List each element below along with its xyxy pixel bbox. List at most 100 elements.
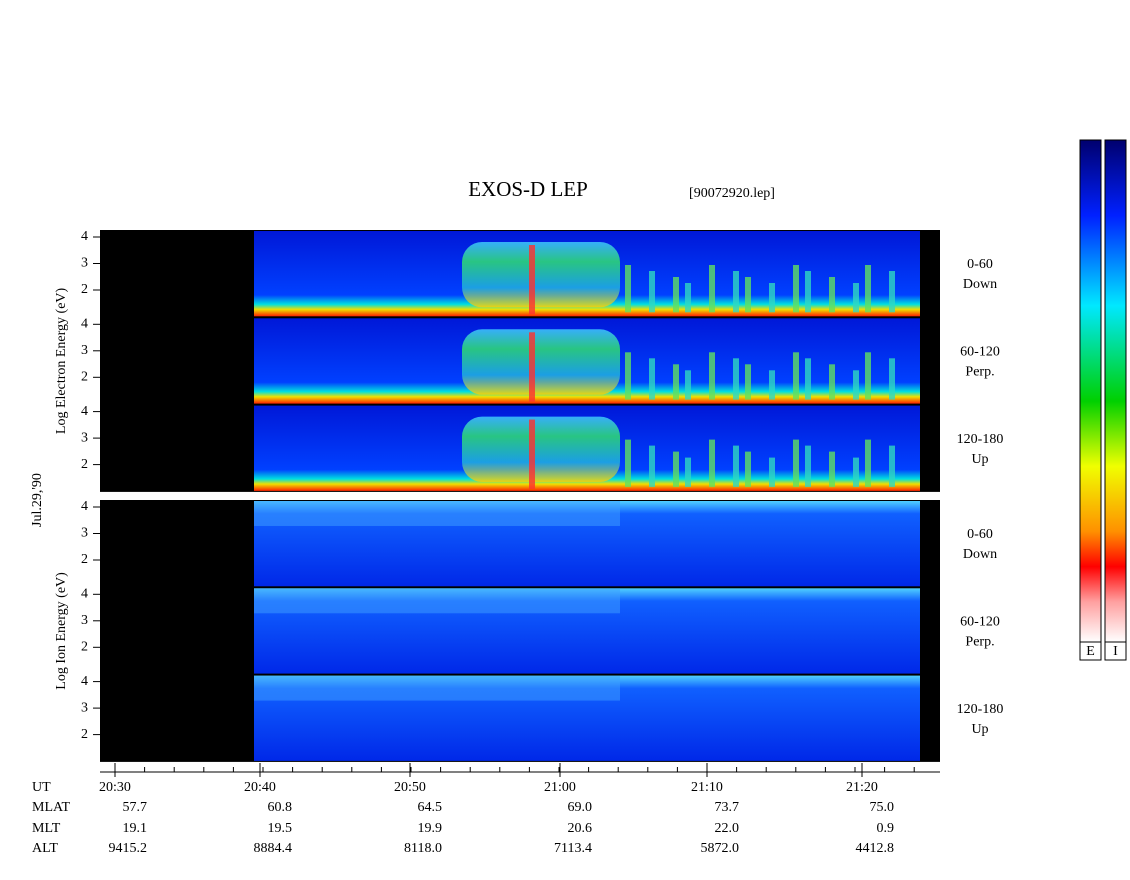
ephemeris-value: 5872.0 <box>701 841 740 856</box>
y-tick-label: 3 <box>81 256 88 271</box>
panel-range: 0-60 <box>967 257 993 272</box>
color-bar <box>1104 139 1127 643</box>
spectrogram-feature <box>829 277 835 313</box>
ephemeris-value: 57.7 <box>123 800 148 815</box>
row-label: ALT <box>32 841 58 856</box>
date-label: Jul.29,'90 <box>30 473 45 527</box>
time-label: 21:20 <box>846 780 878 795</box>
spectrogram-feature <box>462 242 620 308</box>
y-tick-label: 4 <box>81 587 88 602</box>
spectrogram-feature <box>625 439 631 487</box>
spectrogram-feature <box>733 271 739 313</box>
y-tick-label: 3 <box>81 430 88 445</box>
spectrogram-feature <box>685 457 691 487</box>
spectrogram-feature <box>733 358 739 400</box>
spectrogram-feature <box>673 451 679 487</box>
ephemeris-value: 4412.8 <box>856 841 895 856</box>
panel-direction: Down <box>963 277 997 292</box>
spectrogram-feature <box>529 245 535 315</box>
panel-direction: Down <box>963 547 997 562</box>
title: EXOS-D LEP <box>468 177 588 201</box>
spectrogram-feature <box>865 352 871 400</box>
spectrogram-feature <box>709 439 715 487</box>
y-tick-label: 2 <box>81 552 88 567</box>
spectrogram-feature <box>793 439 799 487</box>
spectrogram-feature <box>805 271 811 313</box>
spectrogram-feature <box>805 445 811 487</box>
y-tick-label: 2 <box>81 457 88 472</box>
file-name: [90072920.lep] <box>689 186 775 201</box>
spectrogram-feature <box>254 588 620 614</box>
spectrogram-feature <box>649 271 655 313</box>
time-label: 20:50 <box>394 780 426 795</box>
time-label: 20:40 <box>244 780 276 795</box>
panel-range: 60-120 <box>960 345 1000 360</box>
spectrogram-feature <box>829 451 835 487</box>
ephemeris-value: 22.0 <box>715 821 740 836</box>
spectrogram-feature <box>685 283 691 313</box>
ephemeris-value: 69.0 <box>568 800 593 815</box>
spectrogram-feature <box>745 451 751 487</box>
y-tick-label: 3 <box>81 700 88 715</box>
ephemeris-value: 73.7 <box>715 800 740 815</box>
ephemeris-value: 20.6 <box>568 821 593 836</box>
row-label: UT <box>32 780 51 795</box>
spectrogram-feature <box>889 445 895 487</box>
y-tick-label: 4 <box>81 317 88 332</box>
spectrogram-feature <box>462 416 620 482</box>
panel-direction: Perp. <box>965 635 994 650</box>
spectrogram-feature <box>865 439 871 487</box>
spectrogram-feature <box>745 277 751 313</box>
color-bar <box>1079 139 1102 643</box>
ephemeris-value: 19.9 <box>418 821 443 836</box>
group-label: Log Electron Energy (eV) <box>54 287 69 434</box>
spectrogram-feature <box>709 265 715 313</box>
y-tick-label: 4 <box>81 229 88 244</box>
color-bar-label: E <box>1086 644 1095 659</box>
time-label: 21:10 <box>691 780 723 795</box>
time-label: 20:30 <box>99 780 131 795</box>
y-tick-label: 3 <box>81 343 88 358</box>
color-bar-label-box <box>1079 641 1102 661</box>
ephemeris-value: 19.1 <box>123 821 148 836</box>
ephemeris-value: 8118.0 <box>404 841 442 856</box>
spectrogram-feature <box>805 358 811 400</box>
ephemeris-value: 7113.4 <box>554 841 592 856</box>
color-bar-label-box <box>1104 641 1127 661</box>
row-label: MLAT <box>32 800 71 815</box>
spectrogram-feature <box>769 283 775 313</box>
y-tick-label: 2 <box>81 727 88 742</box>
y-tick-label: 4 <box>81 674 88 689</box>
ephemeris-value: 19.5 <box>268 821 293 836</box>
ephemeris-value: 60.8 <box>268 800 293 815</box>
panel-direction: Up <box>971 452 988 467</box>
spectrogram-feature <box>462 329 620 395</box>
spectrogram-feature <box>625 352 631 400</box>
y-tick-label: 3 <box>81 613 88 628</box>
group-label: Log Ion Energy (eV) <box>54 572 69 690</box>
ephemeris-value: 64.5 <box>418 800 443 815</box>
time-label: 21:00 <box>544 780 576 795</box>
spectrogram-feature <box>853 370 859 400</box>
color-bar-label: I <box>1113 644 1118 659</box>
panel-range: 120-180 <box>957 702 1004 717</box>
ephemeris-value: 8884.4 <box>254 841 293 856</box>
spectrogram-feature <box>853 283 859 313</box>
ephemeris-value: 0.9 <box>877 821 895 836</box>
spectrogram-feature <box>769 370 775 400</box>
spectrogram-feature <box>793 352 799 400</box>
spectrogram-feature <box>649 445 655 487</box>
spectrogram-feature <box>745 364 751 400</box>
panel-range: 120-180 <box>957 432 1004 447</box>
spectrogram-feature <box>769 457 775 487</box>
spectrogram-feature <box>709 352 715 400</box>
spectrogram-feature <box>889 358 895 400</box>
y-tick-label: 2 <box>81 282 88 297</box>
y-tick-label: 2 <box>81 370 88 385</box>
y-tick-label: 2 <box>81 640 88 655</box>
spectrogram-feature <box>889 271 895 313</box>
spectrogram-feature <box>625 265 631 313</box>
spectrogram-feature <box>529 419 535 489</box>
panel-range: 0-60 <box>967 527 993 542</box>
